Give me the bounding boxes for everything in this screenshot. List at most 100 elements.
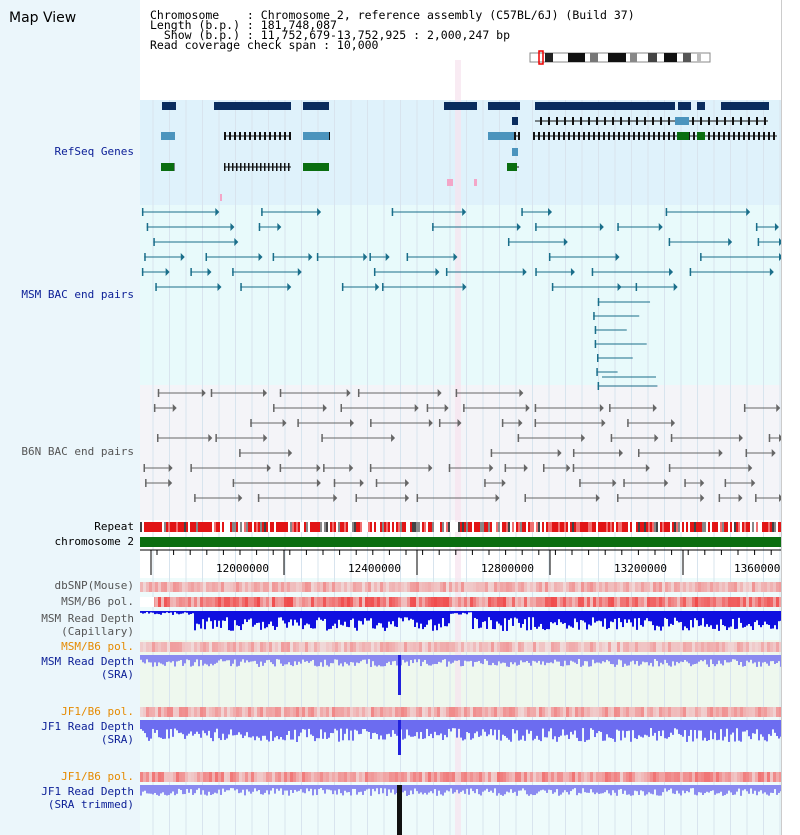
jf1-trimmed-depth-bar [418,785,420,794]
b6n-bac-pair-end [257,494,260,502]
msm-pol-heat [329,642,332,652]
jf1-pol-heat [293,707,296,717]
jf1-pol-heat [698,707,701,717]
msm-sra-depth-bar [492,655,494,663]
dbsnp-heat [656,582,659,592]
msm-bac-pair-end [563,238,568,246]
msm-capillary-depth-bar [388,611,390,622]
msm-sra-depth-bar [724,655,726,661]
msm-capillary-depth-bar [426,611,428,625]
msm-capillary-depth-bar [376,611,378,626]
msm-bac-pair-end [232,268,234,276]
track-label-msm-bac[interactable]: MSM BAC end pairs [21,288,134,301]
repeat-feature [716,522,718,532]
msm-capillary-depth-bar [674,611,676,618]
track-label-msm-b6-pol[interactable]: MSM/B6 pol. [61,595,134,608]
msm-sra-depth-bar [644,655,646,663]
jf1-trimmed-depth-bar [624,785,626,791]
track-label-refseq[interactable]: RefSeq Genes [54,145,134,158]
jf1-sra-depth-bar [288,720,290,731]
jf1-sra-depth-bar [170,720,172,730]
track-label-jf1-depth-sra[interactable]: JF1 Read Depth [41,720,134,733]
msm-sra-depth-bar [228,655,230,661]
track-label-jf1-b6-pol[interactable]: JF1/B6 pol. [61,705,134,718]
repeat-feature [702,522,704,532]
track-label-msm-depth-sra[interactable]: MSM Read Depth [41,655,134,668]
msm-pol-heat [419,642,422,652]
repeat-feature [282,522,284,532]
jf1-sra-depth-bar [366,720,368,732]
track-label-jf1-depth-trimmed[interactable]: JF1 Read Depth [41,785,134,798]
msm-sra-depth-bar [454,655,456,661]
b6n-bac-pair-end [405,494,410,502]
jf1-trimmed-depth-bar [146,785,148,794]
track-label-repeat[interactable]: Repeat [94,520,134,533]
jf1-sra-depth-bar [682,720,684,737]
track-label-jf1-b6-pol-2[interactable]: JF1/B6 pol. [61,770,134,783]
jf1-trimmed-depth-bar [462,785,464,791]
msm-pol-heat [638,597,641,607]
msm-pol-heat [182,597,185,607]
jf1-pol-heat [488,772,491,782]
msm-pol-heat [473,597,476,607]
msm-bac-pair-end [548,253,551,261]
right-scroll-strip[interactable] [781,0,800,835]
jf1-trimmed-depth-bar [318,785,320,790]
dbsnp-heat [524,582,527,592]
jf1-pol-heat [722,772,725,782]
jf1-pol-heat [527,772,530,782]
msm-sra-depth-bar [280,655,282,664]
repeat-feature [312,522,314,532]
track-label-b6n-bac[interactable]: B6N BAC end pairs [21,445,134,458]
jf1-pol-heat [269,707,272,717]
jf1-pol-heat [596,772,599,782]
track-label-dbsnp[interactable]: dbSNP(Mouse) [54,579,134,592]
dbsnp-heat [500,582,503,592]
jf1-sra-depth-bar [300,720,302,733]
msm-pol-heat [710,642,713,652]
jf1-trimmed-depth-bar [198,785,200,789]
jf1-pol-heat [731,772,734,782]
jf1-pol-heat [710,707,713,717]
msm-capillary-depth-bar [240,611,242,631]
jf1-pol-heat [602,772,605,782]
jf1-pol-heat [236,772,239,782]
b6n-bac-pair-end [595,494,600,502]
jf1-trimmed-depth-bar [722,785,724,796]
jf1-trimmed-depth-bar [384,785,386,789]
msm-capillary-depth-bar [506,611,508,631]
msm-sra-depth-bar [560,655,562,667]
msm-sra-depth-bar [578,655,580,660]
jf1-sra-depth-bar [680,720,682,735]
msm-sra-depth-bar [282,655,284,666]
jf1-trimmed-depth-bar [560,785,562,795]
msm-sra-depth-bar [628,655,630,666]
msm-pol-heat [542,642,545,652]
jf1-pol-heat [206,707,209,717]
jf1-pol-heat [248,707,251,717]
msm-pol-heat [383,597,386,607]
gene-exon [264,132,266,140]
jf1-sra-depth-bar [774,720,776,733]
msm-pol-heat [668,597,671,607]
chromosome-bar [140,537,781,547]
gene-exon [598,132,600,140]
msm-capillary-depth-bar [402,611,404,622]
msm-sra-depth-bar [208,655,210,667]
jf1-sra-depth-bar [166,720,168,730]
repeat-feature [242,522,244,532]
msm-sra-depth-bar [360,655,362,662]
gene-exon [643,132,645,140]
b6n-bac-pair-end [718,449,723,457]
jf1-trimmed-depth-bar [760,785,762,791]
dbsnp-heat [596,582,599,592]
msm-pol-heat [194,597,197,607]
jf1-pol-heat [599,772,602,782]
track-label-msm-b6-pol-2[interactable]: MSM/B6 pol. [61,640,134,653]
jf1-pol-heat [482,772,485,782]
msm-capillary-depth-bar [500,611,502,626]
track-label-msm-depth-capillary[interactable]: MSM Read Depth [41,612,134,625]
jf1-pol-heat [224,707,227,717]
jf1-sra-depth-bar [458,720,460,729]
